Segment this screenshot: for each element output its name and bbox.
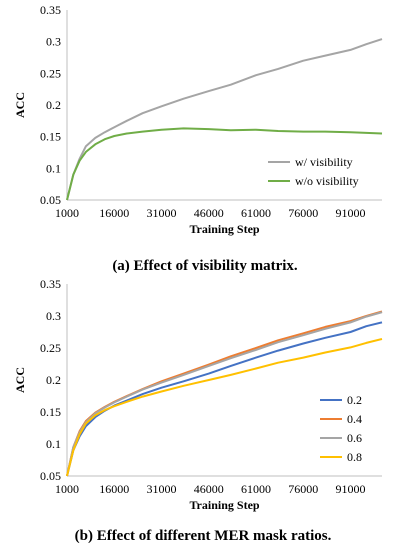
y-tick-label: 0.1 bbox=[46, 161, 61, 175]
y-tick-label: 0.05 bbox=[40, 469, 61, 483]
legend: 0.2 0.4 0.6 0.8 bbox=[320, 393, 362, 464]
chart-panel-a: 0.05 0.1 0.15 0.2 0.25 0.3 0.35 1000 16000 31000 4… bbox=[13, 3, 383, 274]
x-tick-label: 61000 bbox=[241, 482, 271, 496]
figure-caption: (a) Effect of visibility matrix. bbox=[112, 258, 298, 274]
series-line-w-visibility bbox=[66, 38, 383, 201]
legend-label: 0.8 bbox=[347, 450, 362, 464]
x-tick-label: 16000 bbox=[99, 206, 129, 220]
x-tick-label: 46000 bbox=[194, 206, 224, 220]
legend: w/ visibility w/o visibility bbox=[268, 155, 359, 188]
x-tick-label: 91000 bbox=[336, 482, 366, 496]
y-tick-label: 0.15 bbox=[40, 130, 61, 144]
x-tick-label: 31000 bbox=[147, 482, 177, 496]
y-axis-label: ACC bbox=[13, 92, 27, 118]
x-tick-label: 76000 bbox=[288, 206, 318, 220]
x-tick-label: 1000 bbox=[55, 482, 79, 496]
y-tick-label: 0.35 bbox=[40, 277, 61, 291]
x-tick-label: 91000 bbox=[336, 206, 366, 220]
series-line-0-8 bbox=[66, 338, 383, 477]
legend-label: 0.6 bbox=[347, 431, 362, 445]
x-axis-label: Training Step bbox=[189, 222, 259, 236]
y-tick-label: 0.35 bbox=[40, 3, 61, 17]
legend-label: w/ visibility bbox=[295, 155, 353, 169]
series-line-w-o-visibility bbox=[66, 127, 383, 201]
x-tick-label: 46000 bbox=[194, 482, 224, 496]
y-tick-label: 0.25 bbox=[40, 341, 61, 355]
y-tick-label: 0.2 bbox=[46, 373, 61, 387]
x-axis-label: Training Step bbox=[189, 498, 259, 512]
y-tick-label: 0.25 bbox=[40, 66, 61, 80]
x-tick-label: 1000 bbox=[55, 206, 79, 220]
series-line-0-6 bbox=[66, 311, 383, 477]
y-tick-label: 0.05 bbox=[40, 193, 61, 207]
legend-label: 0.2 bbox=[347, 393, 362, 407]
y-tick-label: 0.2 bbox=[46, 98, 61, 112]
legend-label: w/o visibility bbox=[295, 174, 359, 188]
y-tick-label: 0.15 bbox=[40, 405, 61, 419]
figure-caption: (b) Effect of different MER mask ratios. bbox=[75, 528, 332, 544]
legend-label: 0.4 bbox=[347, 412, 362, 426]
x-tick-label: 31000 bbox=[147, 206, 177, 220]
y-tick-label: 0.1 bbox=[46, 437, 61, 451]
series-line-0-2 bbox=[66, 321, 383, 477]
chart-panel-b: 0.05 0.1 0.15 0.2 0.25 0.3 0.35 1000 16000 31000 4… bbox=[13, 277, 383, 544]
y-tick-label: 0.3 bbox=[46, 35, 61, 49]
x-tick-label: 16000 bbox=[99, 482, 129, 496]
x-tick-label: 61000 bbox=[241, 206, 271, 220]
x-tick-label: 76000 bbox=[288, 482, 318, 496]
y-tick-label: 0.3 bbox=[46, 309, 61, 323]
y-axis-label: ACC bbox=[13, 367, 27, 393]
